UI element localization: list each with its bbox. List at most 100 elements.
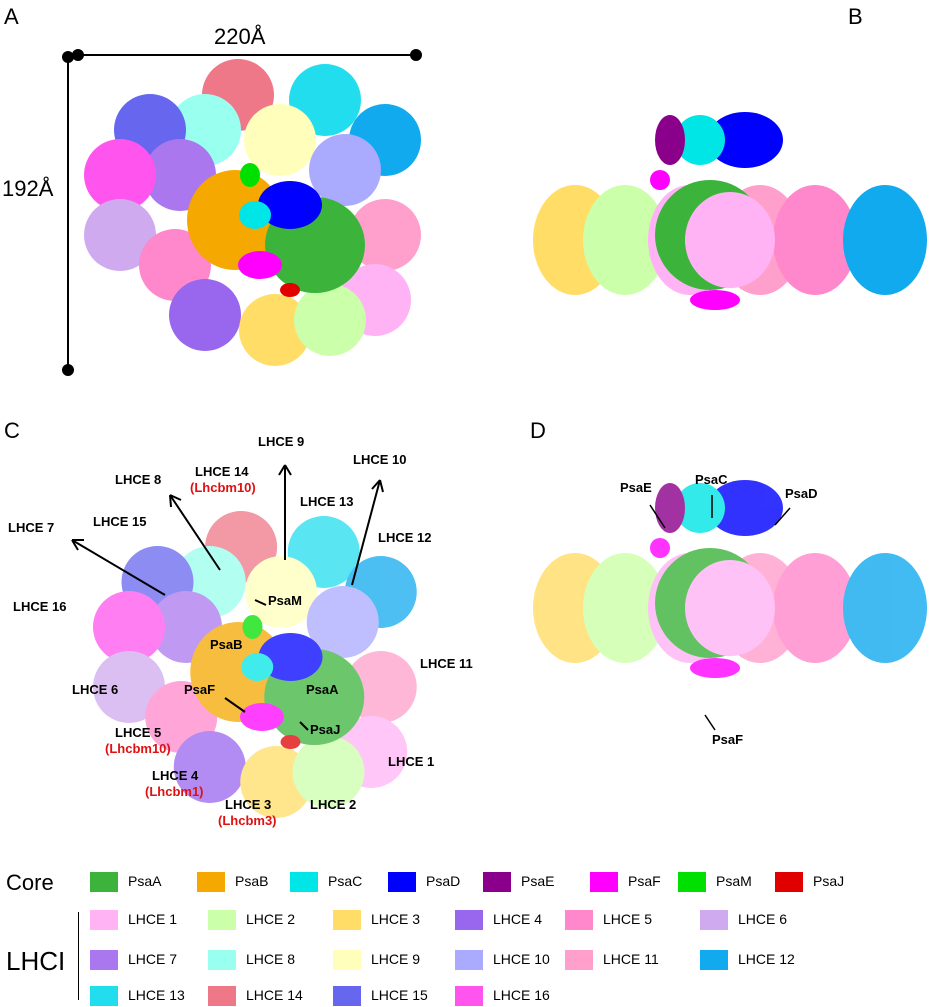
label-lhce15: LHCE 15 [93, 514, 147, 529]
legend-core-psad-swatch [388, 872, 416, 892]
legend-core-psaj-label: PsaJ [813, 873, 845, 889]
subunit-psaf-lower [690, 658, 740, 678]
subunit-lhce1 [685, 192, 775, 288]
label-psam: PsaM [268, 593, 302, 608]
subunit-psaj [280, 735, 301, 749]
legend-lhce-1-label: LHCE 1 [128, 911, 178, 927]
subunit-psaf [238, 251, 282, 279]
legend-lhci-title: LHCI [6, 946, 66, 976]
label-lhce2: LHCE 2 [310, 797, 357, 812]
subunit-l6 [84, 199, 156, 271]
legend-lhce-13-swatch [90, 986, 118, 1006]
legend-lhce-2-label: LHCE 2 [246, 911, 296, 927]
label-lhce9: LHCE 9 [258, 434, 305, 449]
label-psab: PsaB [210, 637, 243, 652]
legend-core-psac-swatch [290, 872, 318, 892]
label-lhce1: LHCE 1 [388, 754, 435, 769]
legend-core-psab-swatch [197, 872, 225, 892]
subunit-psaj [280, 283, 300, 297]
legend-core-title: Core [6, 870, 54, 895]
legend-lhce-9-swatch [333, 950, 361, 970]
legend-lhce-2-swatch [208, 910, 236, 930]
legend-core-psae-swatch [483, 872, 511, 892]
legend-lhce-16-swatch [455, 986, 483, 1006]
legend-lhce-15-swatch [333, 986, 361, 1006]
label-d-psaf: PsaF [712, 732, 744, 747]
label-lhce14-sub: (Lhcbm10) [190, 480, 256, 495]
legend-core-psaf-label: PsaF [628, 873, 661, 889]
subunit-psaf-lower [690, 290, 740, 310]
subunit-psad [258, 181, 322, 229]
legend-lhce-9-label: LHCE 9 [371, 951, 421, 967]
label-lhce16: LHCE 16 [13, 599, 67, 614]
label-lhce4-sub: (Lhcbm1) [145, 784, 204, 799]
legend-lhce-10-label: LHCE 10 [493, 951, 550, 967]
legend-core-psaa-label: PsaA [128, 873, 162, 889]
subunit-psaf [240, 703, 284, 731]
subunit-psad [258, 633, 323, 681]
legend-lhce-10-swatch [455, 950, 483, 970]
legend-lhce-1-swatch [90, 910, 118, 930]
panel-c-arrows [71, 464, 384, 731]
label-lhce10: LHCE 10 [353, 452, 407, 467]
subunit-l16 [84, 139, 156, 211]
legend-lhce-11-swatch [565, 950, 593, 970]
panel-label-a: A [4, 4, 19, 29]
legend-core-psae-label: PsaE [521, 873, 555, 889]
subunit-psae [655, 483, 685, 533]
subunit-l12 [843, 185, 927, 295]
panel-d-pointers [649, 495, 791, 731]
subunit-l11 [349, 199, 421, 271]
label-lhce5: LHCE 5 [115, 725, 162, 740]
legend-lhce-14-label: LHCE 14 [246, 987, 303, 1003]
subunit-l6 [93, 651, 165, 723]
legend-lhce-5-swatch [565, 910, 593, 930]
subunit-psaf [650, 538, 670, 558]
subunit-psae [655, 115, 685, 165]
height-dimension: 192Å [2, 176, 54, 201]
panel-a-density-map [84, 59, 421, 366]
legend-lhce-6-label: LHCE 6 [738, 911, 788, 927]
label-lhce6: LHCE 6 [72, 682, 119, 697]
subunit-psab [187, 170, 283, 270]
subunit-psad [707, 480, 783, 536]
subunit-l5 [773, 553, 857, 663]
subunit-lhce1 [685, 560, 775, 656]
label-lhce3: LHCE 3 [225, 797, 272, 812]
label-lhce12: LHCE 12 [378, 530, 432, 545]
legend-core-psaa-swatch [90, 872, 118, 892]
subunit-l16 [93, 591, 165, 663]
legend-lhce-8-label: LHCE 8 [246, 951, 296, 967]
legend-lhce-4-label: LHCE 4 [493, 911, 543, 927]
subunit-psac [241, 653, 274, 681]
width-dimension: 220Å [214, 24, 266, 49]
legend-lhce-4-swatch [455, 910, 483, 930]
label-psaa: PsaA [306, 682, 339, 697]
legend-lhce-16-label: LHCE 16 [493, 987, 550, 1003]
legend-lhce-3-swatch [333, 910, 361, 930]
scale-bars [62, 49, 422, 376]
label-lhce5-sub: (Lhcbm10) [105, 741, 171, 756]
legend-core-psaf-swatch [590, 872, 618, 892]
legend-core-psac-label: PsaC [328, 873, 363, 889]
legend-core-psam-label: PsaM [716, 873, 752, 889]
label-lhce7: LHCE 7 [8, 520, 55, 535]
subunit-l2 [292, 736, 365, 808]
legend-lhce-5-label: LHCE 5 [603, 911, 653, 927]
panel-d-cartoon-model [533, 480, 927, 678]
subunit-psam [240, 163, 260, 187]
label-d-psad: PsaD [785, 486, 818, 501]
panel-b-density-map [533, 112, 927, 310]
label-lhce3-sub: (Lhcbm3) [218, 813, 277, 828]
label-psaj: PsaJ [310, 722, 341, 737]
legend-lhce-13-label: LHCE 13 [128, 987, 185, 1003]
legend-divider [78, 912, 79, 1000]
subunit-l4 [169, 279, 241, 351]
legend-lhce-3-label: LHCE 3 [371, 911, 421, 927]
legend-lhce-12-swatch [700, 950, 728, 970]
panel-c-cartoon-model [93, 511, 417, 818]
subunit-psaf [650, 170, 670, 190]
legend-lhce-15-label: LHCE 15 [371, 987, 428, 1003]
